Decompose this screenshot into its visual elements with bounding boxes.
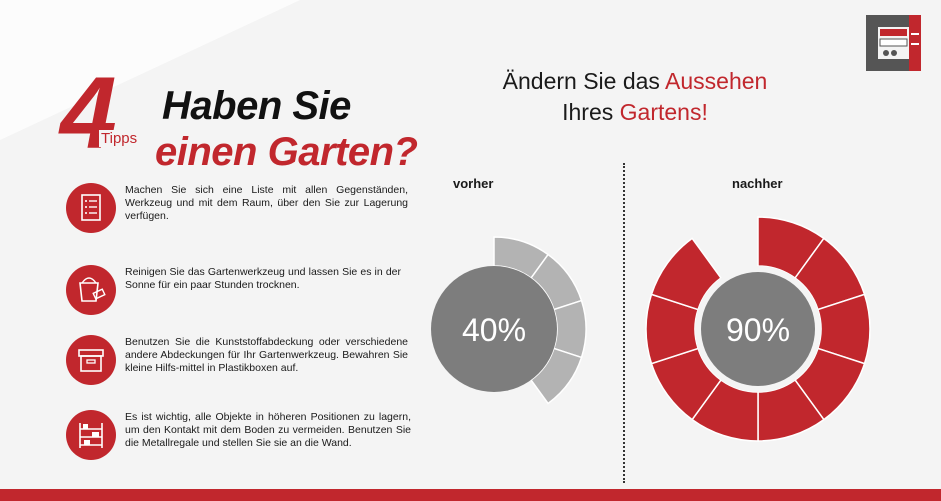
tips-count-number: 4	[60, 56, 117, 170]
tip-text: Benutzen Sie die Kunststoffabdeckung ode…	[125, 336, 408, 374]
after-center	[701, 272, 815, 386]
before-ring-segments	[493, 236, 587, 405]
bucket-icon	[66, 265, 116, 315]
before-center	[431, 266, 557, 392]
tip-text: Es ist wichtig, alle Objekte in höheren …	[125, 411, 411, 449]
heading-highlight-2: Gartens!	[619, 99, 708, 125]
before-label: vorher	[453, 176, 494, 191]
tip-text: Reinigen Sie das Gartenwerkzeug und lass…	[125, 266, 401, 291]
page-title-line-2: einen Garten?	[155, 130, 418, 174]
before-gauge: 40%	[431, 236, 587, 405]
comparison-heading: Ändern Sie das Aussehen Ihres Gartens!	[470, 66, 800, 128]
before-value-label: 40%	[462, 312, 526, 348]
footer-bar	[0, 489, 941, 501]
after-gauge: 90%	[645, 216, 871, 442]
storage-box-icon	[66, 335, 116, 385]
brand-logo	[866, 15, 921, 71]
column-divider	[623, 163, 625, 483]
checklist-icon	[66, 183, 116, 233]
heading-line-2: Ihres	[562, 99, 620, 125]
shelf-icon	[66, 410, 116, 460]
tips-count-label: Tipps	[99, 130, 140, 147]
after-label: nachher	[732, 176, 783, 191]
page-title-line-1: Haben Sie	[162, 84, 351, 128]
after-value-label: 90%	[726, 312, 790, 348]
tip-text: Machen Sie sich eine Liste mit allen Geg…	[125, 184, 408, 222]
heading-highlight-1: Aussehen	[665, 68, 768, 94]
heading-line-1: Ändern Sie das	[502, 68, 666, 94]
before-ring-segment	[552, 299, 587, 359]
